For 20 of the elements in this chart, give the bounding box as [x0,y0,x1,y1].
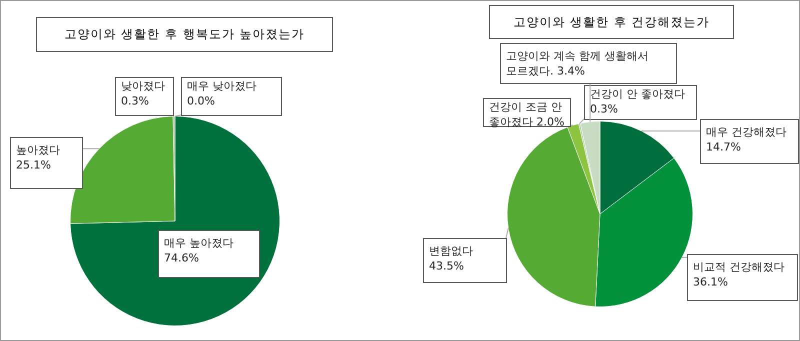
text: 0.0% [187,94,215,108]
slice-label: 높아졌다 [16,143,60,156]
data-label: 25.1% [16,158,51,172]
data-label: 0.3% [121,94,149,108]
data-label: 0.3% [590,102,618,116]
slice-label: 건강이 조금 안 좋아졌다 2.0% [489,100,564,128]
slice-label: 건강이 안 좋아졌다 [590,87,685,100]
data-label: 74.6% [164,251,199,264]
slice-label: 매우 건강해졌다 [706,125,786,138]
data-label: 36.1% [693,275,728,288]
data-label: 43.5% [429,259,464,272]
data-label: 14.7% [706,140,741,154]
slice-label: 낮아졌다 [121,79,165,92]
category-label: 매우 낮아졌다 [187,79,256,92]
chart-title: 고양이와 생활한 후 건강해졌는가 [489,5,734,39]
slice-label: 비교적 건강해졌다 [693,260,784,274]
slice-label: 변함없다 [429,244,473,258]
chart-title: 고양이와 생활한 후 행복도가 높아졌는가 [36,17,333,52]
slice-label: 매우 높아졌다 [164,236,234,250]
slice-label: 고양이와 계속 함께 생활해서 모르겠다. 3.4% [506,49,648,78]
